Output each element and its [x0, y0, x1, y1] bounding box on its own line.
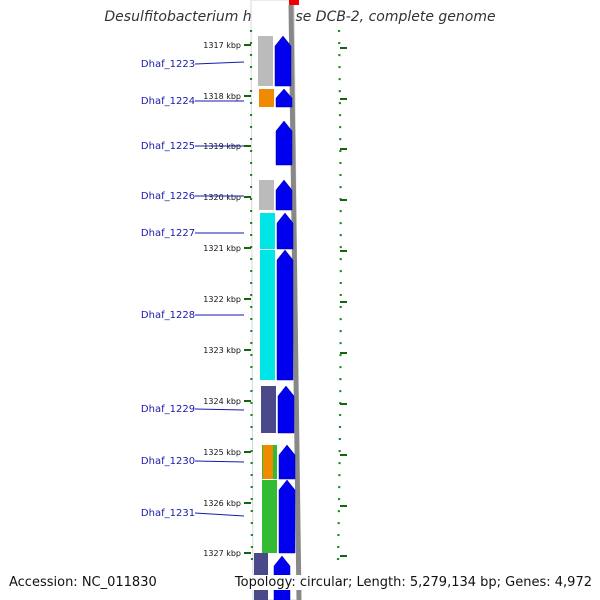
- scale-label: 1327 kbp: [203, 549, 241, 558]
- scale-label: 1320 kbp: [203, 193, 241, 202]
- cds-arrow-dhaf-1226: [275, 179, 293, 211]
- gene-label-dhaf-1223: Dhaf_1223: [141, 59, 195, 70]
- cog-block-dhaf-1223: [258, 36, 273, 86]
- cds-arrow-dhaf-1230: [278, 444, 296, 480]
- cds-arrow-dhaf-1224: [275, 88, 293, 108]
- cog-block-dhaf-1226: [259, 180, 274, 210]
- cog-block-dhaf-1224: [259, 89, 274, 107]
- scale-label: 1326 kbp: [203, 499, 241, 508]
- cog-block-dhaf-1227: [260, 213, 275, 249]
- gene-label-dhaf-1226: Dhaf_1226: [141, 191, 195, 202]
- scale-label: 1323 kbp: [203, 346, 241, 355]
- gene-label-dhaf-1225: Dhaf_1225: [141, 141, 195, 152]
- gene-label-dhaf-1229: Dhaf_1229: [141, 404, 195, 415]
- outer-dotted-ring: [336, 29, 342, 561]
- scale-label: 1317 kbp: [203, 41, 241, 50]
- scale-label: 1318 kbp: [203, 92, 241, 101]
- backbone-line: [288, 4, 302, 600]
- gene-label-dhaf-1231: Dhaf_1231: [141, 508, 195, 519]
- gene-leader-line: [194, 61, 245, 65]
- cog-block-dhaf-1228: [260, 250, 275, 380]
- gene-label-dhaf-1227: Dhaf_1227: [141, 228, 195, 239]
- scale-label: 1322 kbp: [203, 295, 241, 304]
- origin-marker: [289, 0, 299, 5]
- cog-block-orange-tail: [263, 445, 273, 479]
- cds-arrow-dhaf-1229: [277, 385, 295, 434]
- gene-leader-line: [194, 408, 245, 411]
- gene-leader-line: [194, 460, 245, 463]
- cds-arrow-dhaf-1228: [276, 249, 294, 381]
- cog-block-dhaf-1229: [261, 386, 276, 433]
- cds-arrow-dhaf-1227: [276, 212, 294, 250]
- cds-arrow-dhaf-1223: [274, 35, 292, 87]
- cds-arrow-dhaf-1231: [278, 479, 296, 554]
- scale-label: 1325 kbp: [203, 448, 241, 457]
- gene-label-dhaf-1230: Dhaf_1230: [141, 456, 195, 467]
- cog-block-dhaf-1231: [262, 480, 277, 553]
- cds-arrow-dhaf-1225: [275, 120, 293, 166]
- gene-leader-line: [194, 512, 245, 517]
- scale-label: 1324 kbp: [203, 397, 241, 406]
- gene-label-dhaf-1224: Dhaf_1224: [141, 96, 195, 107]
- map-title: Desulfitobacterium hafniense DCB-2, comp…: [104, 9, 496, 25]
- gene-label-dhaf-1228: Dhaf_1228: [141, 310, 195, 321]
- accession-text: Accession: NC_011830: [9, 575, 157, 590]
- scale-label: 1321 kbp: [203, 244, 241, 253]
- topology-text: Topology: circular; Length: 5,279,134 bp…: [230, 575, 592, 590]
